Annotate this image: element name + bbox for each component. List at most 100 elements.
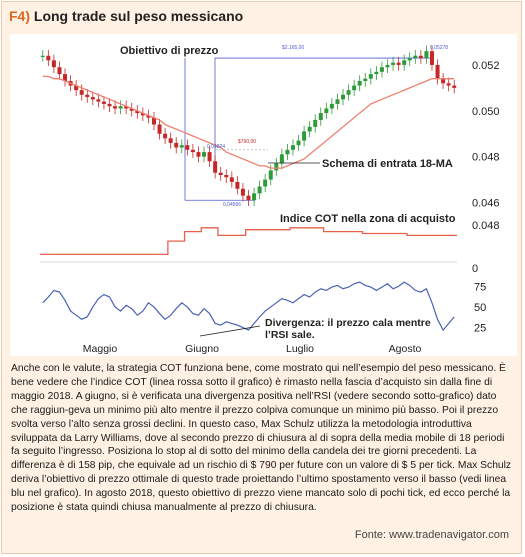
price-tick-label: 0.046 [472,198,500,210]
candle-body [246,195,251,201]
candle-body [57,67,62,75]
candle-body [407,58,412,61]
candle-body [90,97,95,100]
candle-body [46,55,51,61]
candle-body [118,106,123,109]
candle-body [146,115,151,118]
candle-body [179,145,184,148]
x-tick-label: Maggio [83,343,118,355]
candle-body [163,133,168,139]
candle-body [96,99,101,102]
candle-body [185,145,190,150]
candle-body [229,177,234,182]
price-label-high: 0,05278 [430,45,448,51]
figure-title-text: Long trade sul peso messicano [33,8,244,24]
candle-body [101,101,106,104]
candle-body [79,90,84,95]
candle-body [263,179,268,187]
rsi-line [42,281,455,332]
candle-body [318,113,323,120]
candle-body [207,152,212,162]
annotation-divergence-2: l’RSI sale. [265,329,315,341]
candle-body [435,64,440,79]
rsi-tick-label: 75 [474,281,486,293]
candle-body [202,152,207,157]
candle-body [107,103,112,107]
candle-body [252,193,257,201]
candle-body [413,55,418,59]
candle-body [285,149,290,155]
annotation-entry: Schema di entrata 18-MA [322,158,453,170]
price-tick-label: 0.048 [472,152,500,164]
price-label-stop: $790,00 [238,139,256,145]
candle-body [218,172,223,176]
candle-body [268,170,273,180]
candle-body [113,106,118,109]
candle-body [168,138,173,143]
candle-body [40,55,45,57]
candle-body [391,62,396,65]
candle-body [274,163,279,171]
candle-body [418,55,423,59]
candle-body [313,119,318,127]
rsi-tick-label: 50 [474,302,486,314]
figure-tag: F4) [9,8,30,24]
candle-body [140,113,145,116]
candle-body [385,64,390,68]
candle-body [196,152,201,157]
candle-body [290,145,295,150]
candle-body [452,85,457,88]
ma-line [42,75,455,169]
candle-body [279,154,284,164]
figure-description: Anche con le valute, la strategia COT fu… [11,363,512,514]
rsi-tick-label: 25 [474,323,486,335]
price-label-target: $2.165,00 [282,45,304,51]
annotation-divergence: Divergenza: il prezzo cala mentre [265,317,431,329]
figure-source: Fonte: www.tradenavigator.com [354,529,509,541]
price-tick-label: 0.050 [472,106,500,118]
divergence-line [199,325,261,337]
candle-body [190,149,195,153]
candle-body [379,67,384,72]
candle-body [396,62,401,65]
candle-body [357,80,362,86]
candle-body [257,186,262,194]
candle-body [335,99,340,104]
cot-line [40,227,457,256]
x-tick-label: Luglio [286,343,314,355]
candle-body [85,94,90,98]
cot-tick-label: 0.048 [472,220,500,232]
price-label-low: 0,04566 [223,202,241,208]
candle-body [346,90,351,95]
candle-body [429,51,434,65]
annotation-cot: Indice COT nella zona di acquisto [280,213,456,225]
candle-body [341,94,346,100]
annotation-target: Obiettivo di prezzo [120,45,219,57]
candle-body [51,60,56,68]
candle-body [374,71,379,75]
candle-body [74,85,79,91]
chart-area: 0.052 0.050 0.048 0.046 $2.165,00 0,05278 0,04… [10,34,517,356]
candle-body [296,140,301,146]
candle-body [307,126,312,132]
candle-body [63,74,68,81]
cot-tick-label: 0 [472,263,478,275]
candle-body [424,51,429,59]
x-tick-label: Giugno [185,343,219,355]
candle-body [324,108,329,114]
candle-body [224,175,229,178]
candle-body [302,131,307,141]
candle-body [446,83,451,86]
candle-body [151,117,156,125]
candle-body [352,85,357,91]
x-tick-label: Agosto [389,343,422,355]
candle-body [402,60,407,65]
price-label-mid: 0,04824 [207,144,225,150]
candle-body [368,74,373,79]
candle-body [135,110,140,114]
candle-body [329,103,334,109]
candle-body [240,188,245,196]
figure-title: F4) Long trade sul peso messicano [9,8,243,24]
price-tick-label: 0.052 [472,60,500,72]
